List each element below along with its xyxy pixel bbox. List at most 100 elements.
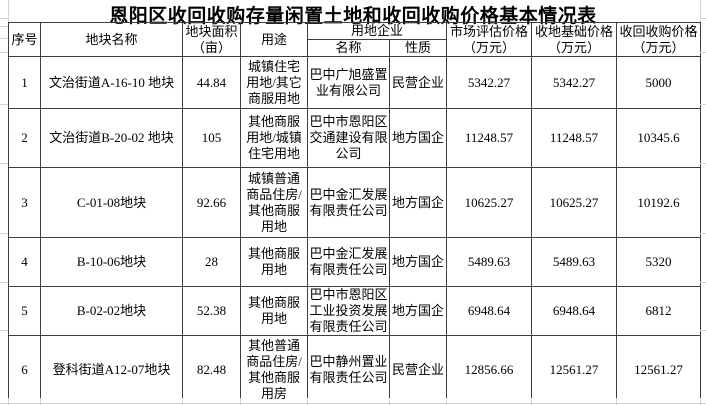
cell-plot-name: B-02-02地块 [40, 286, 183, 336]
cell-use: 城镇普通商品住房/其他商服用地 [240, 167, 308, 238]
grid-line [616, 398, 617, 405]
table-row: 2 文治街道B-20-02 地块 105 其他商服用地/城镇住宅用地 巴中市恩阳… [8, 108, 702, 168]
grid-line [700, 282, 706, 283]
cell-nature: 地方国企 [388, 286, 448, 336]
cell-market-price: 10625.27 [446, 167, 533, 238]
header-row-2: 名称 性质 [9, 39, 701, 57]
grid-line [446, 398, 447, 405]
cell-company: 巴中市恩阳区交通建设有限公司 [307, 108, 390, 168]
header-market-line2: （万元） [463, 39, 516, 55]
cell-base-price: 6948.64 [531, 286, 618, 336]
cell-use: 其他普通商品住房/其他商服用房 [240, 335, 308, 404]
cell-base-price: 5342.27 [531, 56, 618, 109]
cell-buyback-price: 5320 [616, 237, 702, 287]
table-row: 4 B-10-06地块 28 其他商服用地 巴中金汇发展有限责任公司 地方国企 … [8, 237, 702, 287]
cell-seq: 3 [8, 167, 41, 238]
table-row: 1 文治街道A-16-10 地块 44.84 城镇住宅用地/其它商服用地 巴中广… [8, 56, 702, 109]
header-base-line1: 收地基础价格 [535, 23, 614, 39]
cell-plot-name: 文治街道A-16-10 地块 [40, 56, 183, 109]
header-buyback-line1: 收回收购价格 [619, 23, 698, 39]
grid-line [0, 330, 8, 331]
grid-line [700, 18, 706, 19]
grid-line [8, 0, 9, 22]
grid-line [0, 18, 8, 19]
cell-company: 巴中静州置业有限责任公司 [307, 335, 390, 404]
cell-use: 其他商服用地/城镇住宅用地 [240, 108, 308, 168]
grid-line [700, 52, 706, 53]
table-row: 5 B-02-02地块 52.38 其他商服用地 巴中市恩阳区工业投资发展有限责… [8, 286, 702, 336]
grid-line [0, 403, 706, 404]
cell-seq: 4 [8, 237, 41, 287]
header-enterprise-group: 用地企业 [306, 22, 448, 40]
grid-line [0, 282, 8, 283]
grid-line [0, 52, 8, 53]
cell-plot-name: C-01-08地块 [40, 167, 183, 238]
header-area-line2: （亩） [191, 39, 231, 55]
header-market-price: 市场评估价格 （万元） [446, 22, 533, 57]
cell-buyback-price: 6812 [616, 286, 702, 336]
cell-nature: 民营企业 [388, 56, 448, 109]
cell-area: 92.66 [182, 167, 241, 238]
header-company-name: 名称 [307, 39, 390, 57]
cell-company: 巴中金汇发展有限责任公司 [307, 237, 390, 287]
cell-area: 28 [182, 237, 241, 287]
grid-line [182, 398, 183, 405]
cell-market-price: 12856.66 [446, 335, 533, 404]
grid-line [0, 163, 8, 164]
grid-line [700, 233, 706, 234]
grid-line [700, 0, 701, 22]
cell-plot-name: 登科街道A12-07地块 [40, 335, 183, 404]
cell-seq: 2 [8, 108, 41, 168]
page-title: 恩阳区收回收购存量闲置土地和收回收购价格基本情况表 [109, 6, 597, 27]
table-row: 6 登科街道A12-07地块 82.48 其他普通商品住房/其他商服用房 巴中静… [8, 335, 702, 404]
grid-line [0, 233, 8, 234]
cell-buyback-price: 10345.6 [616, 108, 702, 168]
cell-seq: 6 [8, 335, 41, 404]
cell-area: 105 [182, 108, 241, 168]
grid-line [531, 398, 532, 405]
header-company-nature: 性质 [388, 39, 448, 57]
cell-company: 巴中市恩阳区工业投资发展有限责任公司 [307, 286, 390, 336]
cell-buyback-price: 12561.27 [616, 335, 702, 404]
cell-market-price: 5342.27 [446, 56, 533, 109]
grid-line [700, 104, 706, 105]
land-buyback-table: 序号 地块名称 地块面积 （亩） 用途 用地企业 市场评估价格 （万元） 收地基… [8, 22, 702, 404]
header-seq: 序号 [8, 22, 41, 57]
grid-line [700, 398, 701, 405]
cell-company: 巴中广旭盛置业有限公司 [307, 56, 390, 109]
cell-nature: 地方国企 [388, 108, 448, 168]
header-buyback-price: 收回收购价格 （万元） [616, 22, 702, 57]
header-area-line1: 地块面积 [185, 23, 238, 39]
header-row-1: 序号 地块名称 地块面积 （亩） 用途 用地企业 市场评估价格 （万元） 收地基… [8, 22, 702, 57]
cell-nature: 地方国企 [388, 167, 448, 238]
grid-line [8, 398, 9, 405]
cell-plot-name: B-10-06地块 [40, 237, 183, 287]
grid-line [240, 398, 241, 405]
cell-area: 44.84 [182, 56, 241, 109]
cell-buyback-price: 5000 [616, 56, 702, 109]
grid-line [40, 398, 41, 405]
header-base-price: 收地基础价格 （万元） [531, 22, 618, 57]
header-area: 地块面积 （亩） [182, 22, 241, 57]
cell-area: 52.38 [182, 286, 241, 336]
cell-base-price: 10625.27 [531, 167, 618, 238]
cell-base-price: 5489.63 [531, 237, 618, 287]
header-use: 用途 [240, 22, 308, 57]
cell-base-price: 11248.57 [531, 108, 618, 168]
cell-use: 城镇住宅用地/其它商服用地 [240, 56, 308, 109]
cell-nature: 地方国企 [388, 237, 448, 287]
cell-buyback-price: 10192.6 [616, 167, 702, 238]
cell-market-price: 5489.63 [446, 237, 533, 287]
grid-line [307, 398, 308, 405]
cell-base-price: 12561.27 [531, 335, 618, 404]
grid-line [0, 26, 8, 27]
cell-market-price: 6948.64 [446, 286, 533, 336]
cell-use: 其他商服用地 [240, 237, 308, 287]
header-market-line1: 市场评估价格 [450, 23, 529, 39]
cell-area: 82.48 [182, 335, 241, 404]
cell-use: 其他商服用地 [240, 286, 308, 336]
grid-line [389, 398, 390, 405]
grid-line [0, 38, 8, 39]
header-buyback-line2: （万元） [632, 39, 685, 55]
